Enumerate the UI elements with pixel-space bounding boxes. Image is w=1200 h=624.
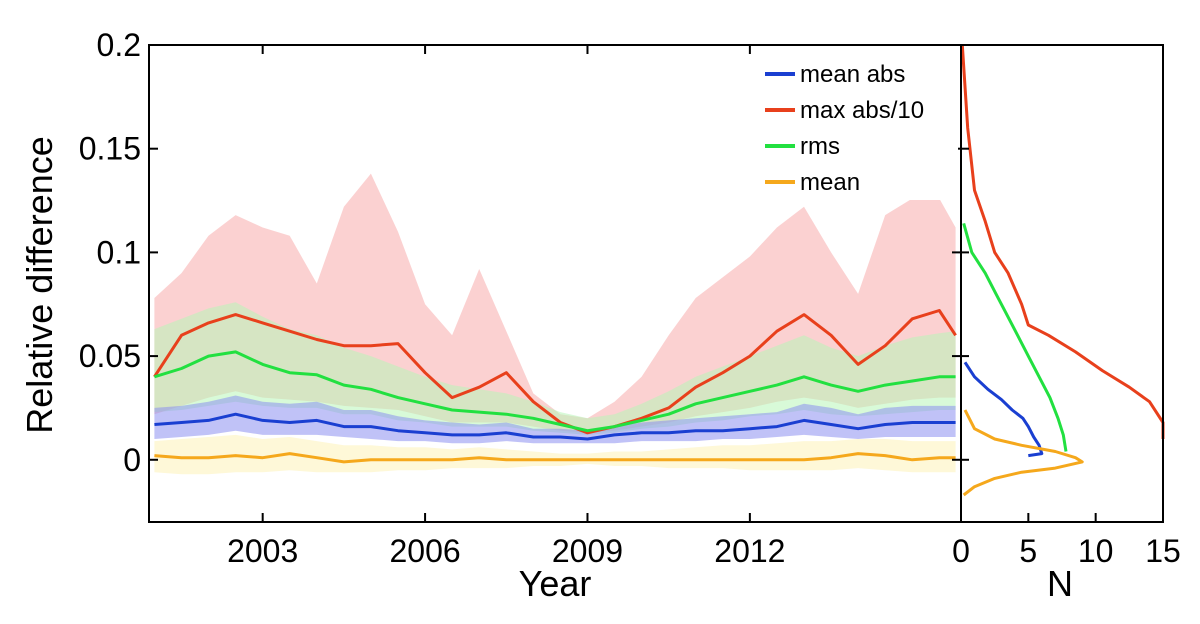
histogram-lines [960,44,1165,497]
hist-line-max-abs-10 [960,44,1165,439]
legend: mean abs max abs/10 rms mean [755,55,958,200]
legend-label-rms: rms [800,133,840,160]
line-mean [154,452,956,464]
hist-line-mean [962,409,1084,497]
x-tick-label: 2009 [552,533,623,569]
hist-plot-frame [960,44,1164,523]
y-tick-label: 0.05 [79,338,141,374]
y-axis-label: Relative difference [19,136,60,434]
y-tick-label: 0.15 [79,131,141,167]
y-tick-label: 0.2 [97,27,141,63]
hist-x-tick-label: 0 [952,533,970,569]
hist-x-tick-label: 15 [1145,533,1181,569]
series-lines [153,309,957,464]
x-tick-label: 2006 [389,533,460,569]
legend-box [755,55,958,200]
legend-label-mean-abs: mean abs [800,61,905,88]
band-mean [154,434,956,475]
y-tick-label: 0 [123,442,141,478]
y-tick-label: 0.1 [97,234,141,270]
x-tick-label: 2003 [227,533,298,569]
band-rms [154,302,956,435]
x-axis-label: Year [519,563,592,604]
line-mean-abs [154,412,956,441]
line-max-abs-10 [153,309,957,435]
band-mean-abs [154,395,956,444]
legend-label-mean: mean [800,169,860,196]
hist-x-tick-label: 5 [1019,533,1037,569]
hist-line-rms [962,222,1068,452]
confidence-bands [154,173,956,475]
x-tick-label: 2012 [714,533,785,569]
legend-label-max-abs: max abs/10 [800,97,924,124]
axis-ticks: 0 0.05 0.1 0.15 0.2 2003 2006 2009 2012 0 5 10 15 [79,27,1181,569]
line-rms [153,350,956,433]
hist-x-axis-label: N [1047,563,1073,604]
hist-x-tick-label: 10 [1078,533,1114,569]
